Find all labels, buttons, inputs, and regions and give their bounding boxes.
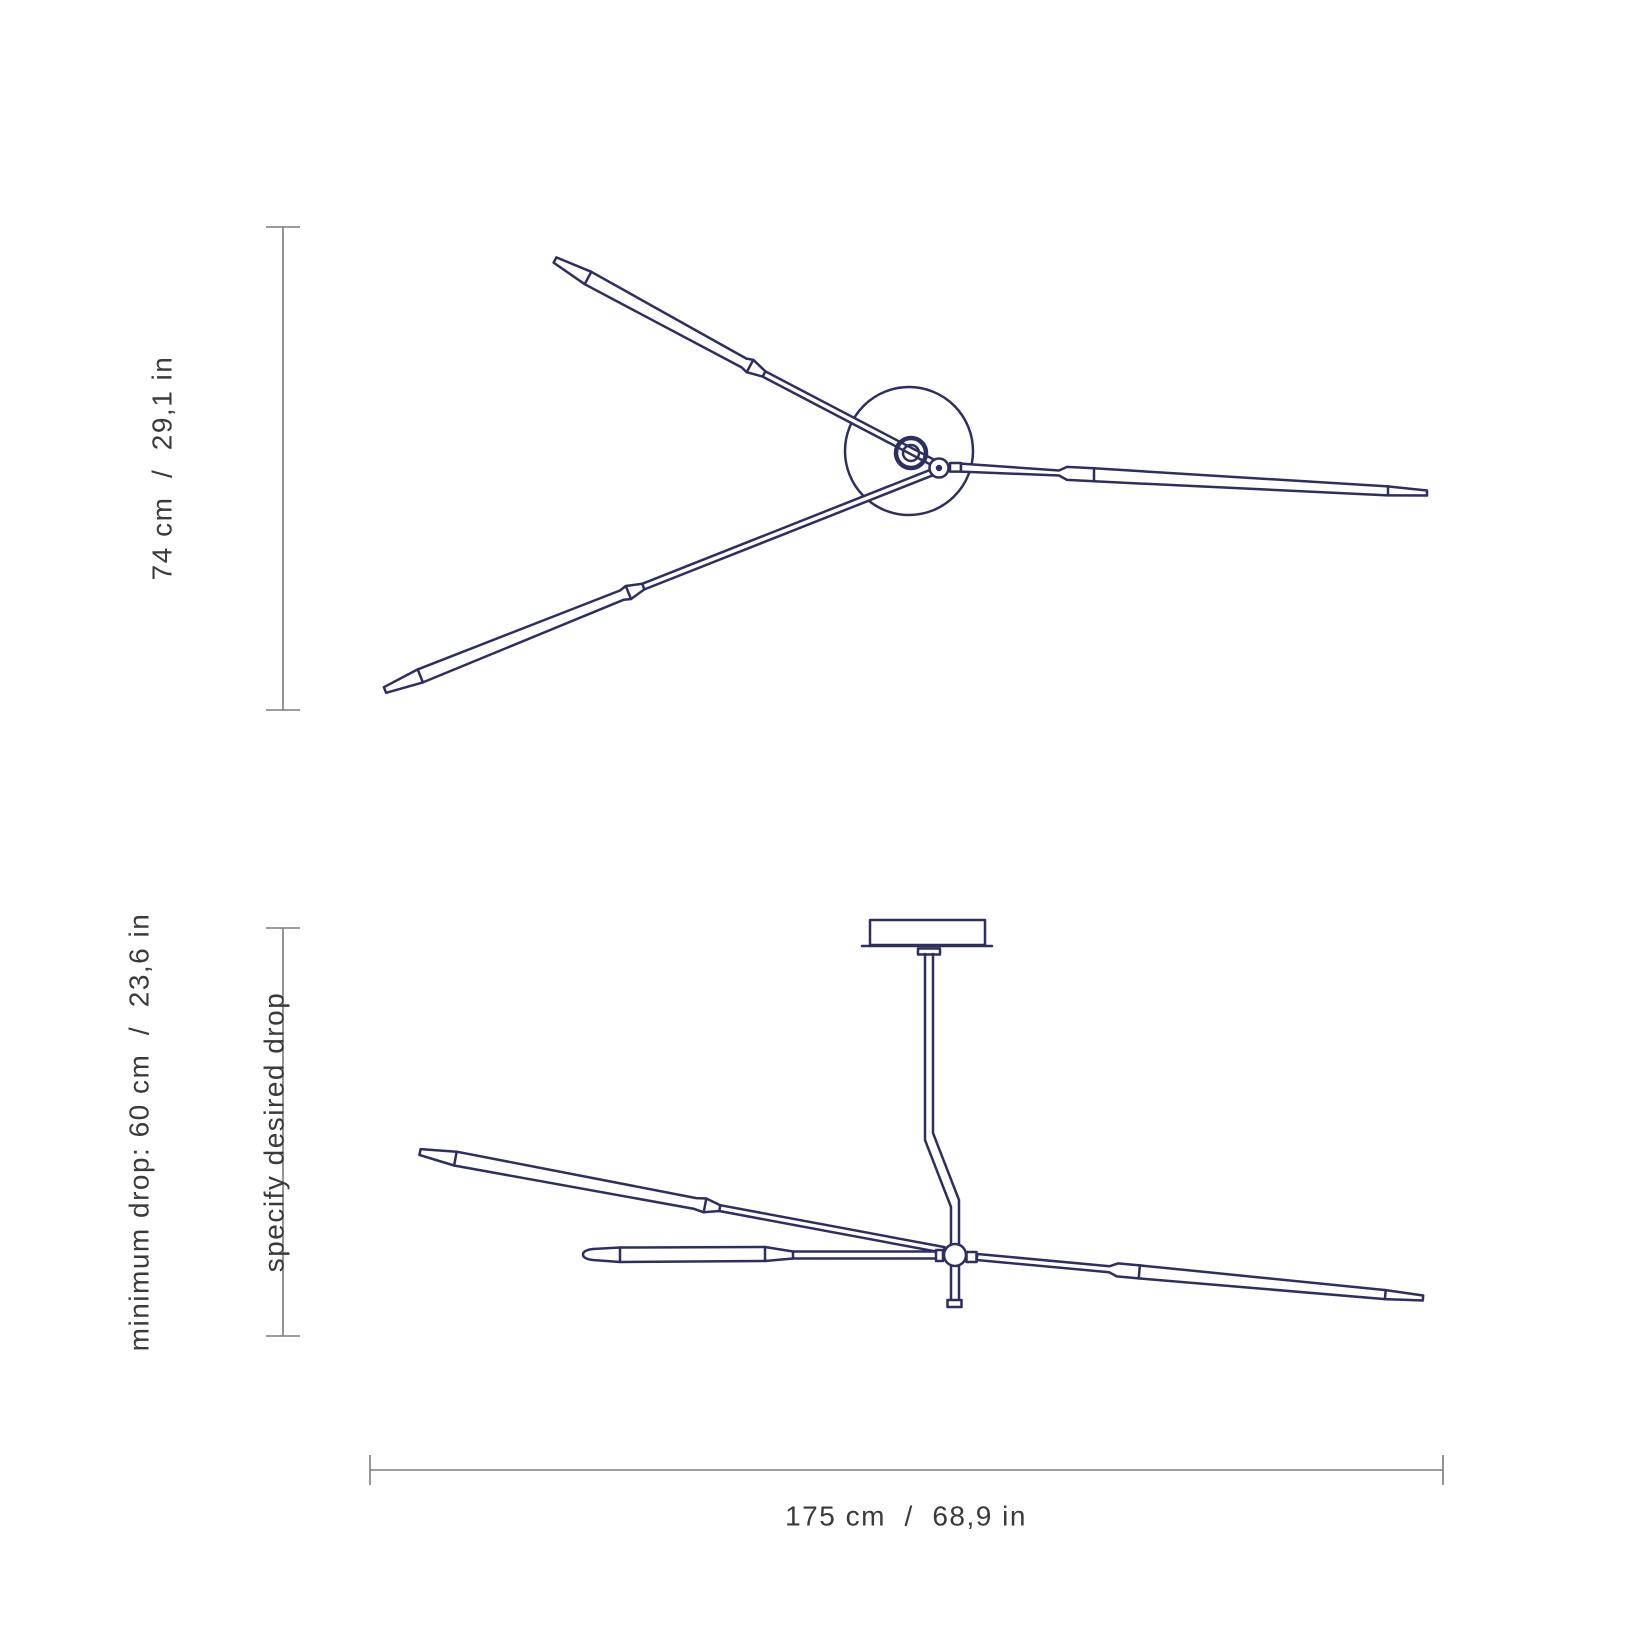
- side-drop-dimension-line: [266, 927, 300, 1337]
- plan-mount-ring: [893, 435, 929, 471]
- side-arm-right: [965, 1250, 1425, 1302]
- side-drop-label: minimum drop: 60 cm / 23,6 in specify de…: [27, 913, 342, 1352]
- side-canopy: [860, 918, 994, 956]
- plan-canopy-circle: [843, 385, 975, 517]
- plan-arm-upper-left: [552, 256, 937, 467]
- plan-arm-lower-left: [382, 467, 936, 695]
- side-lower-stub: [946, 1264, 963, 1309]
- plan-hub: [928, 457, 950, 479]
- side-drop-label-line1: minimum drop: 60 cm / 23,6 in: [123, 912, 155, 1352]
- plan-height-dimension-line: [266, 226, 300, 711]
- plan-height-label: 74 cm / 29,1 in: [146, 355, 178, 581]
- side-view-drawing: [418, 918, 1425, 1309]
- side-drop-label-line2: specify desired drop: [258, 991, 290, 1273]
- side-width-label: 175 cm / 68,9 in: [785, 1500, 1027, 1532]
- side-arm-left: [418, 1147, 946, 1255]
- plan-arm-right: [948, 461, 1429, 497]
- plan-view-drawing: [382, 256, 1429, 695]
- side-arm-middle: [581, 1245, 945, 1264]
- dimension-lines: [266, 226, 1444, 1485]
- side-width-dimension-line: [369, 1455, 1444, 1485]
- side-hub: [942, 1242, 968, 1268]
- side-drop-stem: [923, 952, 961, 1247]
